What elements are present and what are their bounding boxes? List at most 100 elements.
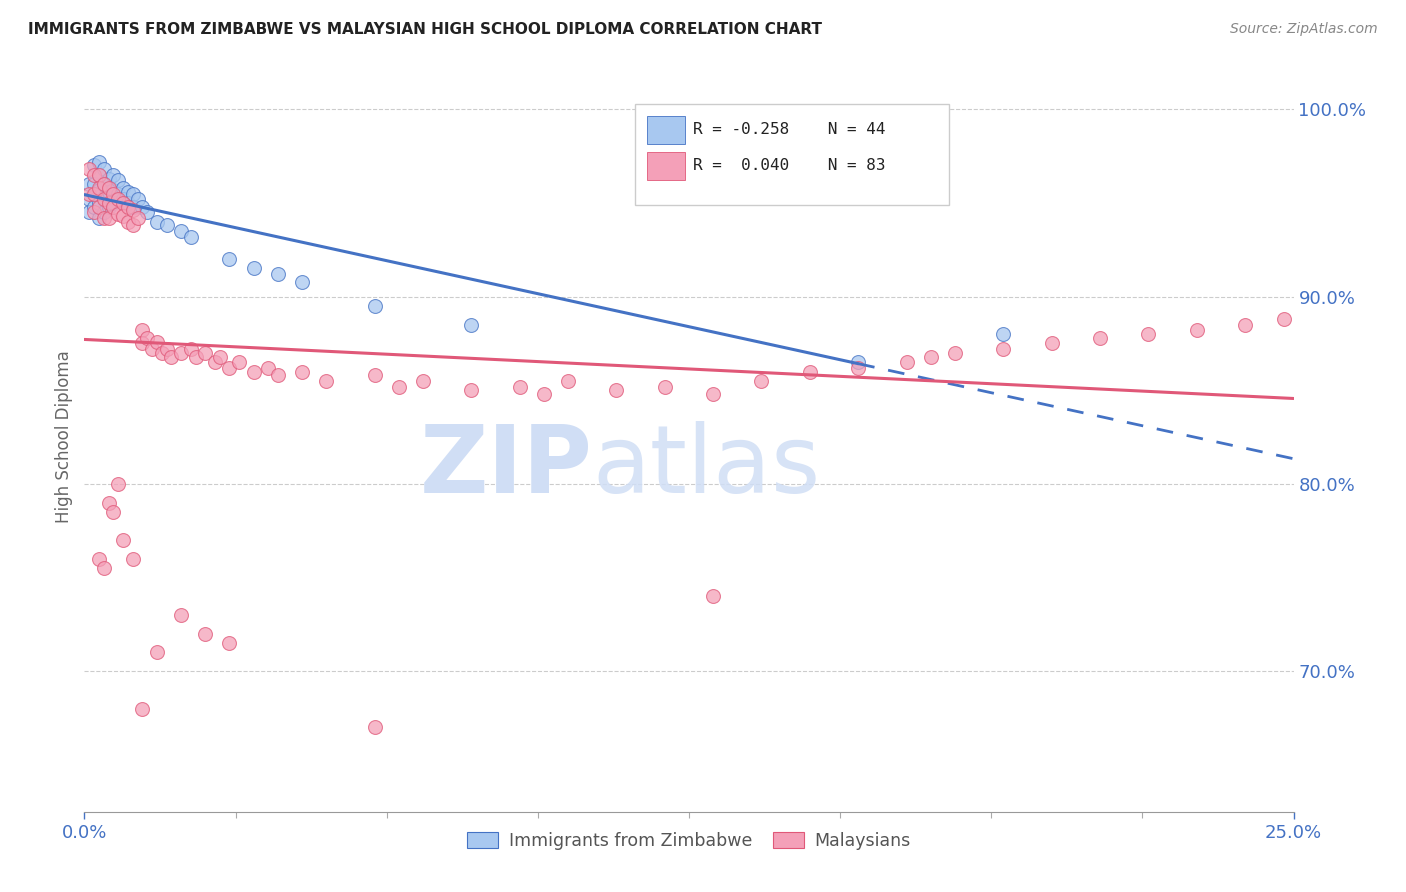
Point (412, 374, 434, 388)
Point (97, 495, 120, 509)
Point (117, 185, 139, 199)
Point (87, 551, 110, 566)
Point (117, 200, 139, 214)
Point (107, 192, 129, 206)
Point (112, 181, 135, 195)
Point (896, 355, 918, 369)
Point (121, 203, 143, 218)
Point (460, 383, 482, 397)
Point (93, 177, 115, 191)
Point (291, 364, 314, 378)
Point (117, 195, 139, 210)
Point (846, 355, 869, 369)
Point (208, 350, 231, 364)
Point (242, 261, 264, 276)
Point (83, 158, 105, 172)
Point (131, 336, 153, 351)
Point (146, 214, 169, 228)
Point (131, 701, 153, 715)
Point (77, 205, 100, 219)
Point (112, 195, 135, 210)
Point (170, 224, 193, 238)
Point (127, 211, 149, 225)
Point (103, 505, 125, 519)
Point (107, 207, 129, 221)
Point (218, 252, 240, 266)
Point (107, 476, 129, 491)
Text: R =  0.040    N = 83: R = 0.040 N = 83 (693, 159, 884, 173)
Point (751, 374, 773, 388)
Point (180, 342, 202, 356)
Point (93, 561, 115, 575)
Point (103, 183, 125, 197)
Point (291, 275, 314, 289)
Point (103, 200, 125, 214)
Point (993, 326, 1015, 341)
FancyBboxPatch shape (634, 103, 949, 205)
Point (180, 229, 202, 244)
Point (77, 186, 100, 201)
Text: Source: ZipAtlas.com: Source: ZipAtlas.com (1230, 22, 1378, 37)
Point (155, 342, 177, 356)
Point (107, 173, 129, 187)
Point (533, 387, 555, 401)
Point (87, 211, 110, 225)
Point (654, 379, 676, 393)
Point (1272, 312, 1295, 326)
Point (93, 190, 115, 204)
Point (920, 350, 942, 364)
Point (460, 318, 482, 332)
Point (107, 186, 129, 201)
Legend: Immigrants from Zimbabwe, Malaysians: Immigrants from Zimbabwe, Malaysians (460, 825, 918, 857)
Point (218, 636, 240, 650)
Point (799, 364, 821, 378)
Point (83, 186, 105, 201)
Point (121, 200, 143, 214)
Point (1137, 326, 1160, 341)
Text: IMMIGRANTS FROM ZIMBABWE VS MALAYSIAN HIGH SCHOOL DIPLOMA CORRELATION CHART: IMMIGRANTS FROM ZIMBABWE VS MALAYSIAN HI… (28, 22, 823, 37)
Point (97, 181, 120, 195)
Point (267, 267, 290, 281)
Point (136, 331, 159, 345)
Point (93, 162, 115, 177)
Point (103, 168, 125, 182)
Point (97, 171, 120, 186)
Point (87, 168, 110, 182)
Point (93, 211, 115, 225)
Point (87, 168, 110, 182)
Point (83, 168, 105, 182)
Point (87, 181, 110, 195)
Point (83, 177, 105, 191)
Point (218, 360, 240, 375)
Point (127, 192, 149, 206)
Point (363, 299, 385, 313)
Point (509, 379, 531, 393)
Point (846, 360, 869, 375)
Text: R = -0.258    N = 44: R = -0.258 N = 44 (693, 122, 884, 137)
Point (93, 177, 115, 191)
Point (242, 364, 264, 378)
Point (93, 205, 115, 219)
Point (87, 154, 110, 169)
Point (228, 355, 250, 369)
Point (83, 205, 105, 219)
Point (117, 214, 139, 228)
Point (702, 589, 724, 603)
Point (1040, 336, 1063, 351)
Point (146, 646, 169, 660)
FancyBboxPatch shape (647, 152, 685, 180)
Point (160, 350, 183, 364)
Point (77, 162, 100, 177)
Point (97, 211, 120, 225)
Point (943, 345, 966, 359)
Point (702, 387, 724, 401)
Point (97, 195, 120, 210)
Point (170, 607, 193, 622)
Point (131, 200, 153, 214)
Point (1088, 331, 1111, 345)
Point (112, 209, 135, 223)
Point (103, 195, 125, 210)
Point (87, 195, 110, 210)
Point (170, 345, 193, 359)
Point (388, 379, 411, 393)
